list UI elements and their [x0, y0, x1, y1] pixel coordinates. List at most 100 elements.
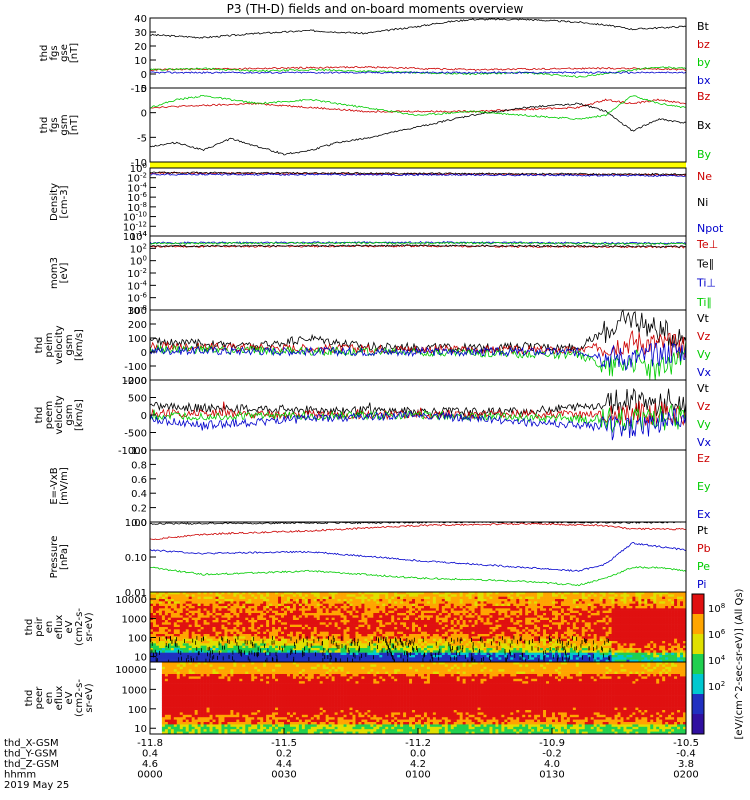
heatmap-cell: [447, 615, 452, 618]
heatmap-cell: [295, 659, 300, 663]
heatmap-cell: [263, 657, 267, 660]
heatmap-cell: [194, 631, 198, 635]
heatmap-cell: [489, 610, 493, 614]
heatmap-cell: [182, 643, 187, 646]
heatmap-cell: [510, 610, 514, 614]
heatmap-cell: [233, 599, 237, 602]
series-bz-line: [149, 65, 687, 71]
heatmap-cell: [152, 610, 157, 614]
heatmap-cell: [164, 603, 169, 607]
heatmap-cell: [435, 645, 440, 649]
heatmap-cell: [194, 610, 198, 614]
heatmap-cell: [420, 634, 425, 637]
heatmap-cell: [507, 657, 511, 660]
heatmap-cell: [263, 603, 267, 607]
heatmap-cell: [155, 603, 160, 607]
plot-bg: [150, 450, 686, 522]
heatmap-cell: [522, 592, 526, 595]
heatmap-cell: [418, 631, 422, 635]
heatmap-cell: [477, 652, 481, 656]
heatmap-cell: [239, 610, 243, 614]
heatmap-cell: [453, 631, 458, 635]
heatmap-cell: [534, 599, 538, 602]
heatmap-cell: [450, 599, 455, 602]
heatmap-cell: [298, 615, 303, 618]
tick-label: 10: [134, 56, 147, 67]
heatmap-cell: [316, 634, 321, 637]
heatmap-cell: [373, 622, 377, 625]
heatmap-cell: [301, 608, 306, 611]
heatmap-cell: [549, 643, 553, 646]
heatmap-cell: [569, 599, 574, 602]
heatmap-cell: [224, 608, 228, 611]
heatmap-cell: [444, 634, 449, 637]
heatmap-cell: [370, 594, 374, 597]
chart-title: P3 (TH-D) fields and on-board moments ov…: [227, 2, 524, 16]
heatmap-cell: [498, 624, 502, 628]
tick-label: 30: [134, 28, 147, 39]
heatmap-cell: [492, 627, 496, 630]
heatmap-cell: [474, 638, 478, 642]
heatmap-cell: [319, 636, 324, 639]
heatmap-cell: [513, 645, 517, 649]
heatmap-cell: [269, 620, 273, 623]
heatmap-cell: [298, 613, 303, 616]
heatmap-cell: [221, 601, 225, 604]
heatmap-cell: [486, 657, 490, 660]
heatmap-cell: [575, 652, 580, 656]
heatmap-cell: [447, 645, 452, 649]
heatmap-cell: [444, 601, 449, 604]
heatmap-cell: [602, 603, 606, 607]
heatmap-cell: [179, 648, 184, 651]
heatmap-cell: [423, 650, 428, 653]
heatmap-cell: [319, 650, 324, 653]
heatmap-cell: [450, 652, 455, 656]
heatmap-cell: [486, 650, 490, 653]
heatmap-cell: [218, 613, 222, 616]
heatmap-cell: [212, 659, 216, 663]
heatmap-cell: [444, 650, 449, 653]
heatmap-cell: [596, 599, 600, 602]
heatmap-cell: [313, 634, 318, 637]
heatmap-cell: [310, 659, 315, 663]
heatmap-cell: [161, 629, 166, 632]
heatmap-cell: [197, 594, 201, 597]
heatmap-cell: [352, 648, 356, 651]
heatmap-cell: [578, 622, 583, 625]
heatmap-cell: [537, 599, 541, 602]
heatmap-cell: [304, 638, 309, 642]
heatmap-cell: [477, 622, 481, 625]
heatmap-cell: [423, 622, 428, 625]
heatmap-cell: [298, 636, 303, 639]
heatmap-cell: [540, 631, 544, 635]
heatmap-cell: [587, 641, 592, 644]
heatmap-cell: [340, 650, 344, 653]
heatmap-cell: [492, 631, 496, 635]
heatmap-cell: [200, 601, 204, 604]
heatmap-cell: [510, 655, 514, 658]
heatmap-cell: [272, 622, 276, 625]
heatmap-cell: [379, 599, 383, 602]
heatmap-cell: [295, 652, 300, 656]
heatmap-cell: [513, 624, 517, 628]
heatmap-cell: [358, 606, 362, 609]
heatmap-cell: [519, 603, 523, 607]
heatmap-cell: [194, 643, 198, 646]
heatmap-cell: [409, 620, 413, 623]
heatmap-cell: [385, 606, 389, 609]
heatmap-cell: [554, 610, 559, 614]
heatmap-cell: [581, 601, 586, 604]
heatmap-cell: [495, 636, 499, 639]
heatmap-cell: [480, 659, 484, 663]
heatmap-cell: [188, 652, 192, 656]
heatmap-cell: [388, 613, 392, 616]
legend-Ex: Ex: [697, 508, 711, 521]
heatmap-cell: [206, 606, 210, 609]
heatmap-cell: [340, 596, 344, 600]
heatmap-cell: [522, 615, 526, 618]
heatmap-cell: [242, 608, 246, 611]
y-axis-label: [nPa]: [59, 544, 70, 570]
heatmap-cell: [563, 627, 568, 630]
heatmap-cell: [432, 599, 437, 602]
heatmap-cell: [462, 631, 466, 635]
